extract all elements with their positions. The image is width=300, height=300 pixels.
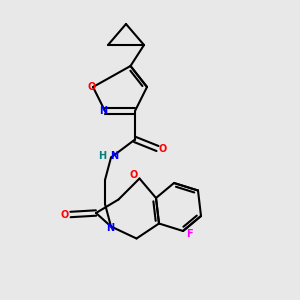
Text: O: O — [159, 143, 167, 154]
Text: F: F — [186, 229, 193, 239]
Text: H: H — [98, 151, 107, 161]
Text: O: O — [87, 82, 96, 92]
Text: N: N — [110, 151, 119, 161]
Text: O: O — [130, 170, 138, 180]
Text: O: O — [61, 209, 69, 220]
Text: N: N — [106, 223, 115, 233]
Text: N: N — [99, 106, 108, 116]
